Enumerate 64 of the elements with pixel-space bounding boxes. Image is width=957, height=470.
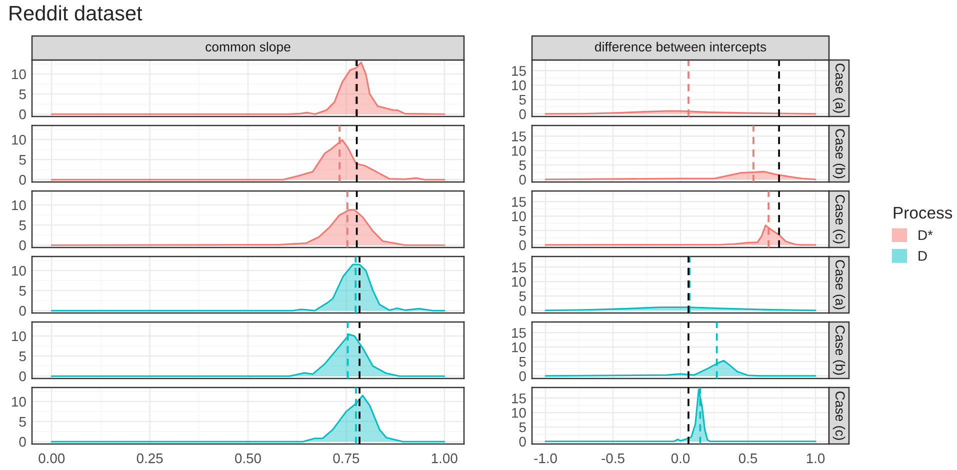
x-tick-label: 1.0 (806, 453, 825, 464)
y-tick-label: 5 (19, 286, 26, 296)
y-tick-label: 0 (19, 109, 26, 120)
x-tick-label: 1.00 (432, 453, 458, 464)
text: Case (c) (832, 194, 846, 244)
y-tick-label: 10 (12, 134, 26, 145)
text: Case (a) (832, 64, 846, 113)
y-tick-label: 10 (12, 331, 26, 342)
y-tick-label: 5 (19, 155, 26, 165)
x-tick-label: 0.50 (235, 453, 261, 464)
y-tick-label: 15 (512, 132, 526, 142)
y-tick-label: 5 (519, 422, 526, 432)
y-tick-label: 10 (12, 396, 26, 407)
y-tick-label: 15 (512, 262, 526, 272)
x-tick-label: 0.5 (738, 453, 758, 464)
y-tick-label: 5 (19, 417, 26, 427)
y-tick-label: 10 (12, 69, 26, 80)
x-tick-label: 0.25 (136, 453, 163, 464)
y-tick-label: 15 (512, 394, 526, 404)
y-tick-label: 10 (12, 200, 26, 210)
legend-title: Process (894, 207, 952, 219)
text: Case (b) (832, 326, 846, 375)
y-tick-label: 10 (512, 276, 526, 287)
y-tick-label: 0 (19, 371, 26, 382)
y-tick-label: 0 (519, 306, 526, 316)
y-tick-label: 5 (519, 291, 526, 302)
y-tick-label: 0 (19, 240, 26, 250)
chart-subtitle: common slope (206, 42, 290, 54)
x-tick-label: 0.0 (671, 453, 690, 464)
y-tick-label: 5 (19, 220, 26, 230)
y-tick-label: 10 (512, 211, 526, 222)
legend-label: D* (918, 230, 933, 240)
text: Case (b) (832, 129, 846, 178)
text: Case (c) (832, 391, 846, 440)
y-tick-label: 0 (519, 371, 526, 382)
y-tick-label: 15 (512, 328, 526, 338)
y-tick-label: 10 (512, 342, 526, 352)
y-tick-label: 0 (519, 109, 526, 120)
y-tick-label: 5 (519, 356, 526, 367)
y-tick-label: 0 (19, 174, 26, 185)
y-tick-label: 0 (519, 174, 526, 185)
y-tick-label: 15 (512, 66, 526, 76)
y-tick-label: 5 (519, 226, 526, 236)
chart-subtitle: difference between intercepts (594, 42, 766, 54)
y-tick-label: 5 (19, 352, 26, 362)
y-tick-label: 10 (512, 80, 526, 90)
y-tick-label: 5 (19, 90, 26, 100)
legend-label: D (918, 251, 927, 261)
y-tick-label: 0 (519, 240, 526, 250)
y-tick-label: 0 (519, 436, 526, 447)
y-tick-label: 10 (512, 146, 526, 156)
y-tick-label: 0 (19, 306, 26, 316)
y-tick-label: 15 (512, 197, 526, 207)
x-tick-label: 0.00 (38, 453, 65, 464)
y-tick-label: 10 (12, 266, 26, 276)
text: Case (a) (832, 260, 846, 310)
y-tick-label: 5 (519, 160, 526, 170)
y-tick-label: 5 (519, 94, 526, 105)
x-tick-label: 0.75 (333, 453, 360, 464)
x-tick-label: -1.0 (534, 453, 557, 464)
x-tick-label: -0.5 (602, 453, 624, 464)
chart-title: Reddit dataset (10, 5, 142, 21)
y-tick-label: 0 (19, 436, 26, 447)
y-tick-label: 10 (512, 408, 526, 418)
